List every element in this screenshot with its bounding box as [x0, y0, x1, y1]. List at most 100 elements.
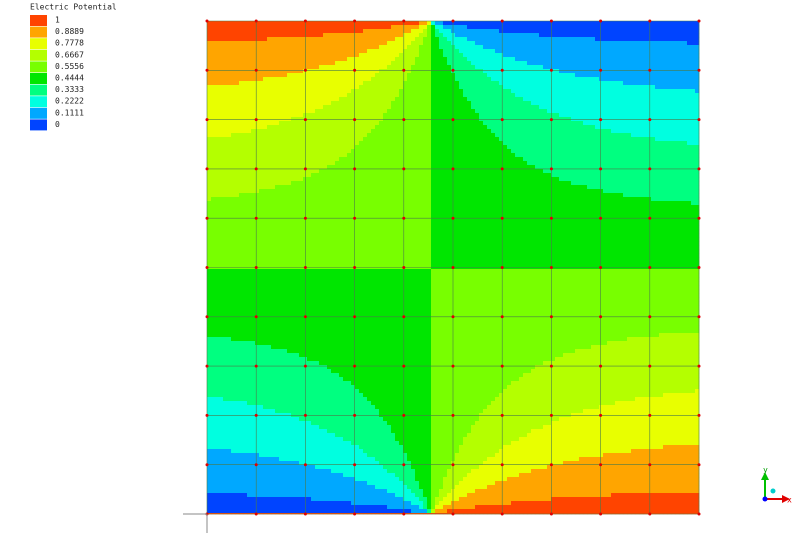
- contour-cell: [315, 29, 320, 34]
- contour-cell: [267, 33, 272, 38]
- contour-cell: [515, 61, 520, 66]
- contour-cell: [471, 113, 476, 118]
- contour-cell: [279, 41, 284, 46]
- contour-cell: [555, 49, 560, 54]
- contour-cell: [319, 97, 324, 102]
- contour-cell: [347, 153, 352, 158]
- contour-cell: [627, 77, 632, 82]
- contour-cell: [459, 73, 464, 78]
- contour-cell: [547, 49, 552, 54]
- contour-cell: [619, 77, 624, 82]
- contour-cell: [387, 129, 392, 134]
- contour-cell: [315, 33, 320, 38]
- contour-cell: [555, 105, 560, 110]
- contour-cell: [395, 57, 400, 62]
- contour-cell: [227, 21, 232, 26]
- contour-cell: [419, 73, 424, 78]
- contour-cell: [311, 129, 316, 134]
- contour-cell: [623, 165, 628, 170]
- contour-cell: [243, 53, 248, 58]
- contour-cell: [259, 169, 264, 174]
- contour-cell: [375, 161, 380, 166]
- contour-cell: [227, 121, 232, 126]
- contour-cell: [639, 33, 644, 38]
- contour-cell: [527, 173, 532, 178]
- contour-cell: [555, 165, 560, 170]
- contour-cell: [359, 65, 364, 70]
- contour-cell: [275, 137, 280, 142]
- contour-cell: [419, 81, 424, 86]
- contour-cell: [471, 65, 476, 70]
- contour-cell: [579, 89, 584, 94]
- contour-cell: [403, 137, 408, 142]
- contour-cell: [263, 89, 268, 94]
- contour-cell: [395, 177, 400, 182]
- contour-cell: [599, 121, 604, 126]
- contour-cell: [263, 29, 268, 34]
- contour-cell: [403, 105, 408, 110]
- contour-cell: [407, 181, 412, 186]
- contour-cell: [311, 105, 316, 110]
- contour-cell: [319, 169, 324, 174]
- contour-cell: [439, 105, 444, 110]
- contour-cell: [511, 37, 516, 42]
- contour-cell: [443, 177, 448, 182]
- contour-cell: [423, 137, 428, 142]
- contour-cell: [575, 165, 580, 170]
- contour-cell: [383, 33, 388, 38]
- contour-cell: [675, 61, 680, 66]
- contour-cell: [307, 73, 312, 78]
- contour-cell: [283, 157, 288, 162]
- contour-cell: [411, 145, 416, 150]
- contour-cell: [331, 53, 336, 58]
- contour-cell: [507, 165, 512, 170]
- contour-cell: [651, 133, 656, 138]
- contour-cell: [359, 57, 364, 62]
- contour-cell: [515, 181, 520, 186]
- contour-cell: [543, 89, 548, 94]
- contour-cell: [459, 89, 464, 94]
- contour-cell: [283, 109, 288, 114]
- contour-cell: [527, 149, 532, 154]
- contour-cell: [591, 121, 596, 126]
- contour-cell: [679, 141, 684, 146]
- contour-cell: [463, 69, 468, 74]
- contour-cell: [215, 97, 220, 102]
- contour-cell: [423, 173, 428, 178]
- contour-cell: [407, 125, 412, 130]
- contour-cell: [683, 113, 688, 118]
- contour-cell: [243, 113, 248, 118]
- contour-cell: [347, 141, 352, 146]
- contour-cell: [495, 121, 500, 126]
- contour-cell: [487, 69, 492, 74]
- contour-cell: [535, 161, 540, 166]
- contour-cell: [555, 133, 560, 138]
- contour-cell: [491, 173, 496, 178]
- contour-cell: [399, 93, 404, 98]
- contour-cell: [231, 93, 236, 98]
- contour-cell: [611, 85, 616, 90]
- contour-cell: [459, 125, 464, 130]
- contour-cell: [439, 93, 444, 98]
- contour-cell: [683, 117, 688, 122]
- contour-cell: [295, 25, 300, 30]
- contour-cell: [447, 125, 452, 130]
- contour-cell: [463, 169, 468, 174]
- contour-cell: [211, 133, 216, 138]
- contour-cell: [295, 105, 300, 110]
- contour-cell: [235, 61, 240, 66]
- contour-cell: [519, 93, 524, 98]
- contour-cell: [667, 65, 672, 70]
- contour-cell: [599, 125, 604, 130]
- contour-cell: [531, 169, 536, 174]
- contour-cell: [275, 53, 280, 58]
- contour-cell: [467, 125, 472, 130]
- contour-cell: [695, 45, 700, 50]
- contour-cell: [327, 117, 332, 122]
- contour-cell: [403, 129, 408, 134]
- contour-cell: [375, 113, 380, 118]
- contour-cell: [387, 121, 392, 126]
- contour-cell: [687, 45, 692, 50]
- contour-cell: [279, 149, 284, 154]
- contour-cell: [207, 33, 212, 38]
